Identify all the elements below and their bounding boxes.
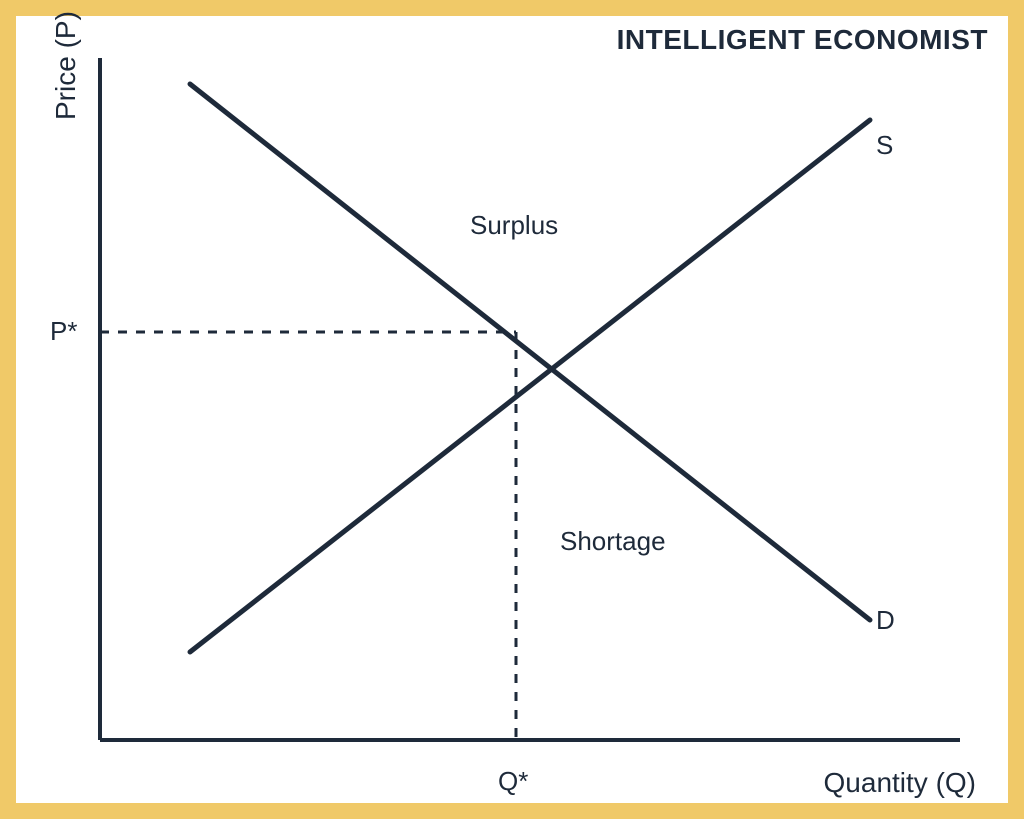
q-star-label: Q* [498, 766, 528, 797]
shortage-label: Shortage [560, 526, 666, 557]
supply-line [190, 120, 870, 652]
demand-label: D [876, 605, 895, 636]
p-star-label: P* [50, 316, 77, 347]
demand-line [190, 84, 870, 620]
supply-label: S [876, 130, 893, 161]
y-axis-label: Price (P) [50, 11, 82, 120]
x-axis-label: Quantity (Q) [824, 767, 976, 799]
surplus-label: Surplus [470, 210, 558, 241]
supply-demand-chart [0, 0, 1024, 819]
